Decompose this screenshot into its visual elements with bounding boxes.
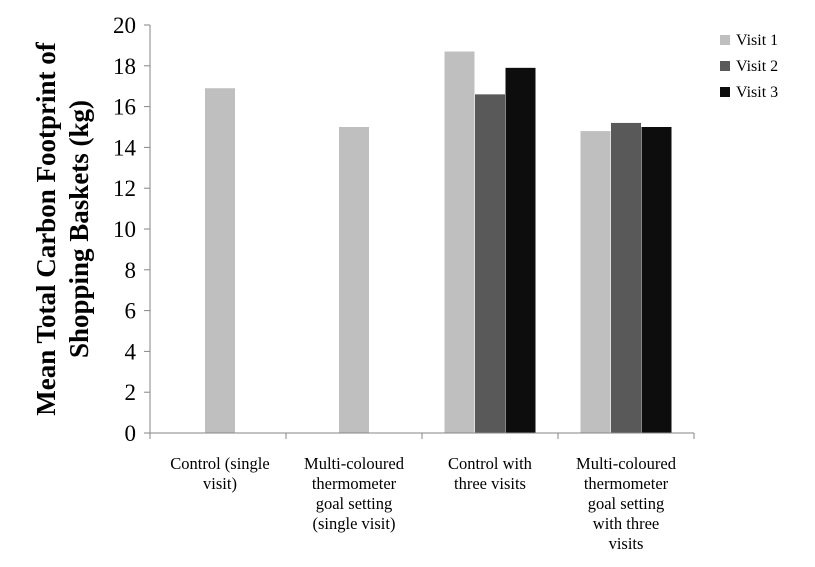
y-tick-label: 2: [125, 380, 137, 405]
bar-visit-2: [611, 122, 641, 434]
legend-swatch: [720, 35, 730, 45]
y-tick-label: 8: [125, 258, 137, 283]
bar-visit-3: [505, 67, 536, 433]
legend-label: Visit 1: [736, 32, 778, 49]
x-category-label-line: goal setting: [316, 494, 393, 513]
bar-visit-1: [339, 127, 369, 433]
x-category-label-line: goal setting: [588, 494, 665, 513]
x-axis-category-labels: Control (single visit)Multi-coloured therm…: [170, 454, 676, 553]
y-tick-label: 18: [113, 54, 136, 79]
x-category-label-line: with three: [593, 514, 659, 533]
x-category-label-line: Control (single: [170, 454, 269, 473]
x-category-label-line: Multi-coloured: [576, 454, 677, 473]
y-axis-title-line: Mean Total Carbon Footprint of: [31, 41, 61, 416]
legend-label: Visit 2: [736, 58, 778, 75]
x-category-label-line: thermometer: [312, 474, 397, 493]
x-category-label-line: visits: [609, 534, 644, 553]
y-tick-label: 20: [113, 13, 136, 38]
x-category-label-line: visit): [203, 474, 237, 493]
y-axis-title: Mean Total Carbon Footprint of Shopping B…: [31, 41, 94, 416]
bar-visit-1: [444, 51, 475, 434]
x-category-label: Control (single visit): [170, 454, 269, 493]
y-axis-title-text: Mean Total Carbon Footprint of Shopping B…: [31, 41, 94, 416]
bar-visit-1: [580, 131, 611, 433]
bar-visit-1: [205, 88, 235, 434]
bars: [205, 51, 672, 434]
x-category-label: Multi-coloured thermometer goal setting (si…: [304, 454, 405, 533]
legend: Visit 1 Visit 2 Visit 3: [720, 32, 778, 101]
x-category-label-line: (single visit): [313, 514, 396, 533]
y-axis-title-line: Shopping Baskets (kg): [64, 100, 94, 358]
y-tick-label: 6: [125, 299, 137, 324]
x-category-label-line: Control with: [448, 454, 533, 473]
y-tick-label: 16: [113, 95, 136, 120]
bar-visit-2: [475, 94, 505, 434]
bar-visit-3: [641, 127, 672, 433]
y-axis-ticks: 0 2 4 6 8 10 12 14 16 18 20: [113, 13, 150, 446]
y-tick-label: 10: [113, 217, 136, 242]
x-category-label: Control with three visits: [448, 454, 533, 493]
x-category-label-line: three visits: [454, 474, 526, 493]
y-tick-label: 14: [113, 135, 137, 160]
legend-swatch: [720, 61, 730, 71]
y-tick-label: 0: [125, 421, 137, 446]
legend-label: Visit 3: [736, 84, 778, 101]
x-category-label-line: thermometer: [584, 474, 669, 493]
x-category-label: Multi-coloured thermometer goal setting wit…: [576, 454, 677, 553]
y-tick-label: 4: [125, 339, 137, 364]
x-category-label-line: Multi-coloured: [304, 454, 405, 473]
y-tick-label: 12: [113, 176, 136, 201]
axes: [149, 25, 695, 439]
legend-swatch: [720, 87, 730, 97]
